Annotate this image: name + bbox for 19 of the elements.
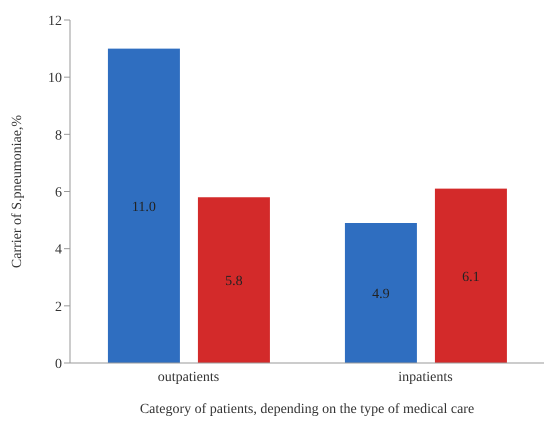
bar [198,197,270,363]
y-tick-label: 2 [55,300,62,315]
x-tick-label: inpatients [398,370,453,385]
data-label: 11.0 [132,200,156,215]
y-tick-label: 10 [48,71,62,86]
x-axis-title: Category of patients, depending on the type of medical care [140,402,474,417]
data-label: 6.1 [462,270,480,285]
data-label: 4.9 [372,286,390,302]
y-tick-label: 0 [55,356,62,372]
y-tick-label: 4 [55,242,62,258]
y-tick-label: 8 [55,128,62,144]
y-tick-label: 12 [48,14,62,29]
bar [344,222,417,363]
y-axis-title: Carrier of S.pneumoniae,% [10,114,25,268]
x-tick-label: outpatients [158,370,220,385]
y-tick-label: 6 [55,185,62,200]
bar [108,48,180,363]
bar [434,188,507,363]
data-label: 5.8 [225,274,243,290]
